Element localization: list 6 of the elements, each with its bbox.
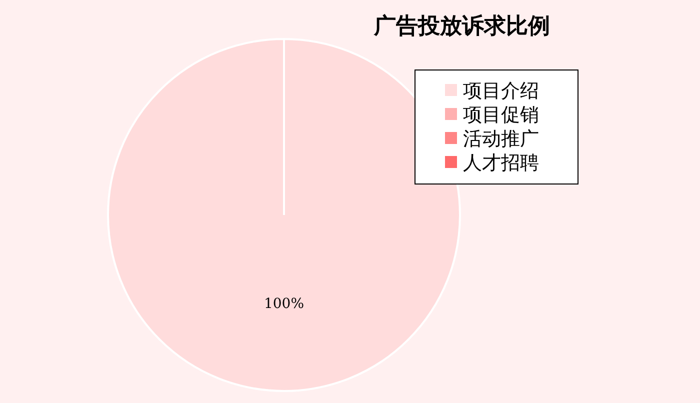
data-label: 100% bbox=[264, 296, 304, 312]
legend-label: 活动推广 bbox=[463, 128, 539, 150]
legend-label: 人才招聘 bbox=[463, 152, 539, 174]
legend-label: 项目促销 bbox=[463, 104, 539, 126]
legend-label: 项目介绍 bbox=[463, 80, 539, 102]
chart-title: 广告投放诉求比例 bbox=[373, 13, 550, 39]
